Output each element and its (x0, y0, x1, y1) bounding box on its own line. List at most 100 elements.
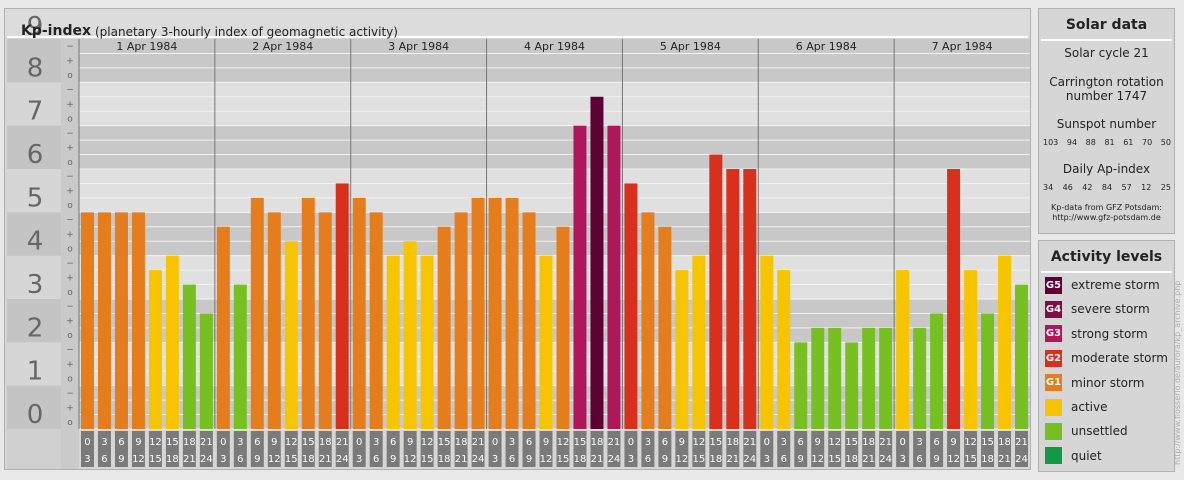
time-cell (199, 431, 213, 467)
sunspot-0: 103 (1043, 138, 1059, 147)
time-start-label: 9 (679, 437, 685, 448)
time-start-label: 18 (591, 437, 604, 448)
time-start-label: 15 (438, 437, 451, 448)
kp-bar (1015, 284, 1028, 429)
time-cell (828, 431, 842, 467)
time-end-label: 15 (557, 454, 570, 465)
time-cell (590, 431, 604, 467)
watermark-url: http://www.flosserlo.de/aurora/kp_archiv… (1173, 280, 1182, 465)
kp-bar (828, 327, 842, 429)
time-cell (97, 431, 111, 467)
source-line-1: Kp-data from GFZ Potsdam: (1051, 203, 1162, 212)
y-band-0 (7, 385, 61, 429)
minor-tick-label: − (66, 346, 74, 356)
time-start-label: 21 (336, 437, 349, 448)
time-cell (947, 431, 961, 467)
time-start-label: 9 (543, 437, 549, 448)
time-start-label: 0 (628, 437, 634, 448)
day-label-0: 1 Apr 1984 (116, 40, 177, 53)
time-start-label: 21 (608, 437, 621, 448)
minor-tick-label: − (66, 259, 74, 269)
kp-bar (148, 270, 162, 429)
time-end-label: 3 (84, 454, 90, 465)
time-end-label: 15 (828, 454, 841, 465)
y-band-5 (7, 169, 61, 213)
time-end-label: 12 (268, 454, 281, 465)
time-cell (879, 431, 893, 467)
day-label-2: 3 Apr 1984 (388, 40, 449, 53)
legend-swatch (1045, 398, 1062, 416)
time-start-label: 18 (726, 437, 739, 448)
minor-tick-label: o (67, 288, 73, 298)
kp-bar (522, 212, 536, 429)
kp-bar (420, 255, 434, 429)
ap-2: 42 (1082, 183, 1093, 192)
day-label-6: 7 Apr 1984 (932, 40, 993, 53)
ap-label: Daily Ap-index (1062, 162, 1151, 176)
y-tick-label-4: 4 (27, 227, 44, 257)
time-cell (216, 431, 230, 467)
legend-item-quiet: quiet (1045, 446, 1102, 466)
time-end-label: 18 (709, 454, 722, 465)
activity-title: Activity levels (1050, 249, 1163, 265)
grid-band-6 (79, 125, 1030, 169)
time-start-label: 12 (964, 437, 977, 448)
time-start-label: 3 (916, 437, 922, 448)
y-tick-label-1: 1 (27, 357, 44, 387)
kp-bar (998, 255, 1012, 429)
kp-bar (267, 212, 281, 429)
time-start-label: 6 (662, 437, 668, 448)
kp-bar (692, 255, 706, 429)
time-cell (386, 431, 400, 467)
time-end-label: 6 (781, 454, 787, 465)
time-start-label: 15 (302, 437, 315, 448)
kp-bar (114, 212, 128, 429)
time-cell (148, 431, 162, 467)
y-tick-label-8: 8 (27, 53, 44, 83)
time-end-label: 12 (540, 454, 553, 465)
ap-values: 34 46 42 84 57 12 25 (1043, 183, 1171, 192)
kp-bar (811, 327, 825, 429)
kp-bar (709, 154, 723, 429)
time-cell (930, 431, 944, 467)
time-end-label: 9 (254, 454, 260, 465)
time-cell (743, 431, 757, 467)
time-end-label: 18 (981, 454, 994, 465)
time-start-label: 12 (828, 437, 841, 448)
legend-swatch (1045, 422, 1062, 440)
time-cell (760, 431, 774, 467)
time-start-label: 6 (254, 437, 260, 448)
time-cell (726, 431, 740, 467)
time-end-label: 3 (764, 454, 770, 465)
day-label-4: 5 Apr 1984 (660, 40, 721, 53)
time-start-label: 18 (319, 437, 332, 448)
kp-bar (131, 212, 145, 429)
y-band-7 (7, 82, 61, 126)
legend-swatch: G2 (1045, 349, 1062, 367)
time-end-label: 21 (591, 454, 604, 465)
legend-label: active (1071, 400, 1108, 414)
kp-bar (165, 255, 179, 429)
kp-bar (539, 255, 553, 429)
y-band-1 (7, 342, 61, 386)
time-cell (573, 431, 587, 467)
time-start-label: 6 (390, 437, 396, 448)
minor-tick-label: + (66, 187, 74, 197)
time-start-label: 21 (743, 437, 756, 448)
time-start-label: 18 (455, 437, 468, 448)
time-start-label: 21 (200, 437, 213, 448)
time-cell (505, 431, 519, 467)
legend-label: strong storm (1071, 326, 1148, 341)
sunspot-2: 88 (1085, 138, 1096, 147)
time-end-label: 12 (947, 454, 960, 465)
y-tick-label-0: 0 (27, 400, 44, 430)
kp-bar (352, 197, 366, 429)
kp-bar (845, 342, 859, 429)
minor-tick-label: o (67, 114, 73, 124)
kp-bar (369, 212, 383, 429)
time-start-label: 0 (492, 437, 498, 448)
chart-subtitle: (planetary 3-hourly index of geomagnetic… (95, 25, 398, 39)
time-start-label: 21 (472, 437, 485, 448)
sunspot-1: 94 (1066, 138, 1078, 147)
time-end-label: 12 (132, 454, 145, 465)
